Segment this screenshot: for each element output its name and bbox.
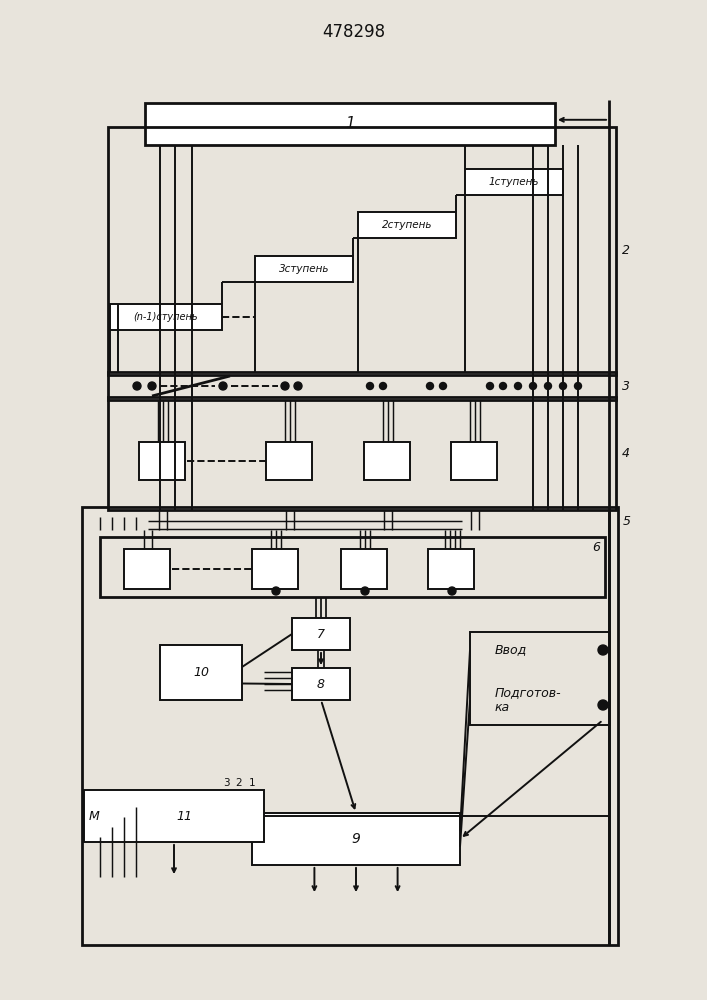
Bar: [341, 549, 387, 589]
Text: (n-1)ступень: (n-1)ступень: [134, 312, 198, 322]
Bar: [108, 397, 616, 510]
Text: 7: 7: [317, 628, 325, 641]
Circle shape: [575, 382, 581, 389]
Text: 10: 10: [193, 666, 209, 679]
Text: M: M: [88, 810, 100, 822]
Bar: [108, 127, 616, 375]
Text: 6: 6: [592, 541, 600, 554]
Circle shape: [544, 382, 551, 389]
Text: 1: 1: [249, 778, 255, 788]
Circle shape: [440, 382, 447, 389]
Bar: [82, 507, 618, 945]
Bar: [451, 442, 497, 480]
Circle shape: [380, 382, 387, 389]
Bar: [255, 256, 353, 282]
Circle shape: [515, 382, 522, 389]
Text: 8: 8: [317, 678, 325, 690]
Text: 3: 3: [622, 379, 630, 392]
Circle shape: [500, 382, 506, 389]
Bar: [139, 442, 185, 480]
Text: 5: 5: [623, 515, 631, 528]
Circle shape: [559, 382, 566, 389]
Bar: [465, 169, 563, 195]
Circle shape: [598, 645, 608, 655]
Bar: [292, 618, 350, 650]
Text: Ввод: Ввод: [495, 644, 527, 656]
Text: 4: 4: [622, 447, 630, 460]
Bar: [292, 668, 350, 700]
Bar: [84, 790, 264, 842]
Text: 3: 3: [223, 778, 229, 788]
Bar: [428, 549, 474, 589]
Bar: [252, 813, 460, 865]
Text: 2: 2: [235, 778, 243, 788]
Circle shape: [133, 382, 141, 390]
Circle shape: [148, 382, 156, 390]
Bar: [110, 304, 222, 330]
Circle shape: [598, 700, 608, 710]
Circle shape: [448, 587, 456, 595]
Bar: [358, 212, 456, 238]
Bar: [108, 372, 616, 400]
Circle shape: [366, 382, 373, 389]
Bar: [252, 549, 298, 589]
Text: 9: 9: [351, 832, 361, 846]
Bar: [124, 549, 170, 589]
Text: Подготов-
ка: Подготов- ка: [495, 686, 561, 714]
Circle shape: [530, 382, 537, 389]
Bar: [364, 442, 410, 480]
Bar: [145, 103, 555, 145]
Circle shape: [281, 382, 289, 390]
Circle shape: [219, 382, 227, 390]
Text: 11: 11: [176, 810, 192, 822]
Circle shape: [272, 587, 280, 595]
Circle shape: [361, 587, 369, 595]
Text: 2: 2: [622, 244, 630, 257]
Text: 3ступень: 3ступень: [279, 264, 329, 274]
Circle shape: [294, 382, 302, 390]
Text: 1ступень: 1ступень: [489, 177, 539, 187]
Bar: [266, 442, 312, 480]
Circle shape: [486, 382, 493, 389]
Text: 478298: 478298: [322, 23, 385, 41]
Text: 2ступень: 2ступень: [382, 220, 432, 230]
Bar: [160, 645, 242, 700]
Text: 1: 1: [345, 116, 355, 131]
Bar: [470, 632, 610, 725]
Bar: [100, 537, 605, 597]
Circle shape: [426, 382, 433, 389]
